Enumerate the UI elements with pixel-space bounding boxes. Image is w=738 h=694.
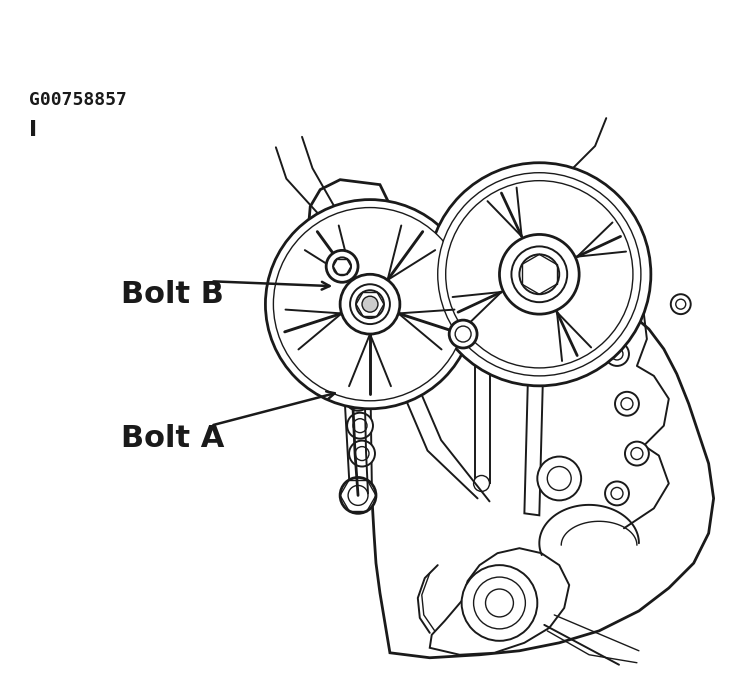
Circle shape (537, 457, 581, 500)
Circle shape (353, 418, 367, 432)
Circle shape (605, 342, 629, 366)
Circle shape (605, 482, 629, 505)
Circle shape (348, 485, 368, 505)
Text: G00758857: G00758857 (30, 91, 127, 109)
Circle shape (548, 466, 571, 491)
Circle shape (631, 448, 643, 459)
Text: Bolt B: Bolt B (121, 280, 224, 309)
Circle shape (455, 326, 471, 342)
Circle shape (326, 251, 358, 282)
Polygon shape (525, 324, 545, 516)
Circle shape (615, 392, 639, 416)
Circle shape (356, 290, 384, 318)
Polygon shape (308, 180, 714, 658)
Polygon shape (475, 314, 489, 484)
Circle shape (671, 294, 691, 314)
Circle shape (273, 208, 466, 400)
Circle shape (474, 577, 525, 629)
Circle shape (355, 447, 369, 461)
Circle shape (676, 299, 686, 309)
Circle shape (345, 385, 371, 411)
Circle shape (520, 255, 559, 294)
Polygon shape (430, 548, 569, 654)
Circle shape (340, 477, 376, 514)
Circle shape (349, 441, 375, 466)
Circle shape (462, 565, 537, 641)
Circle shape (350, 285, 390, 324)
Circle shape (625, 441, 649, 466)
Polygon shape (342, 349, 372, 496)
Circle shape (351, 391, 365, 405)
Circle shape (347, 413, 373, 439)
Circle shape (474, 306, 489, 322)
Circle shape (333, 257, 351, 276)
Circle shape (266, 200, 475, 409)
Circle shape (611, 348, 623, 360)
Circle shape (486, 589, 514, 617)
Circle shape (500, 235, 579, 314)
Circle shape (511, 246, 568, 302)
Circle shape (449, 320, 477, 348)
Circle shape (621, 398, 633, 409)
Text: I: I (30, 120, 38, 140)
Circle shape (474, 475, 489, 491)
Circle shape (611, 487, 623, 500)
Circle shape (343, 355, 369, 381)
Text: Bolt A: Bolt A (121, 424, 224, 453)
Circle shape (446, 180, 633, 368)
Circle shape (340, 274, 400, 334)
Circle shape (349, 361, 363, 375)
Circle shape (362, 296, 378, 312)
Circle shape (438, 173, 641, 376)
Circle shape (428, 162, 651, 386)
